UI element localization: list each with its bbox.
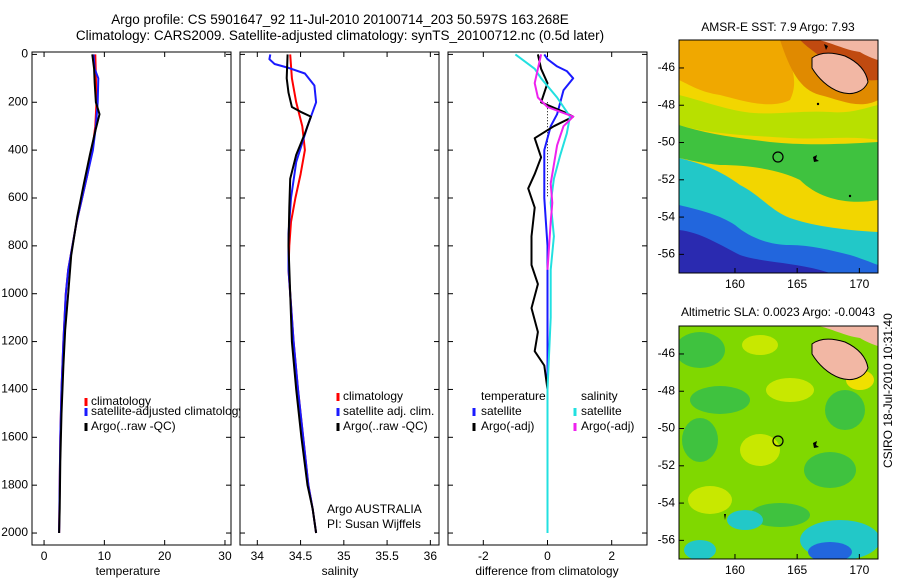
x-tick-label: 36	[424, 549, 438, 563]
map-y-tick-label: -56	[658, 533, 676, 547]
map-x-tick-label: 170	[849, 277, 869, 291]
sla-field	[679, 326, 878, 559]
x-tick-label: 20	[158, 549, 172, 563]
y-tick-label: 2000	[1, 525, 28, 539]
difference-axis-ticks: -2 0 2	[448, 52, 647, 563]
difference-legend: temperature salinity satellite Argo(-adj…	[472, 389, 634, 433]
legend-label-salinity-argo: Argo(-adj)	[581, 419, 634, 433]
y-tick-label: 1000	[1, 286, 28, 300]
map-x-tick-label: 160	[725, 277, 745, 291]
legend-label-climatology: climatology	[343, 389, 403, 403]
x-tick-label: 0	[544, 549, 551, 563]
float-owner-annotation: Argo AUSTRALIA	[327, 502, 422, 516]
salinity-legend: climatology satellite adj. clim. Argo(..…	[336, 389, 434, 433]
x-tick-label: 34	[251, 549, 265, 563]
difference-x-label: difference from climatology	[475, 564, 618, 578]
y-tick-label: 1400	[1, 382, 28, 396]
legend-header-salinity: salinity	[581, 389, 618, 403]
map-x-tick-label: 165	[787, 277, 807, 291]
x-tick-label: 34.5	[289, 549, 313, 563]
principal-investigator-annotation: PI: Susan Wijffels	[327, 517, 421, 531]
salinity-x-label: salinity	[322, 564, 359, 578]
x-tick-label: 30	[218, 549, 232, 563]
legend-label-temperature-argo: Argo(-adj)	[481, 419, 534, 433]
y-tick-label: 1600	[1, 429, 28, 443]
y-tick-label: 1200	[1, 334, 28, 348]
map-y-tick-label: -50	[658, 135, 676, 149]
x-tick-label: -2	[478, 549, 489, 563]
series-line-temperature-satellite	[543, 53, 575, 533]
argo-position-marker	[772, 151, 784, 163]
series-line-salinity-satellite	[514, 53, 571, 533]
argo-position-marker	[772, 435, 784, 447]
series-line-temperature-argo-adj	[527, 54, 575, 390]
salinity-axis-ticks: 34 34.5 35 35.5 36	[240, 52, 439, 563]
y-tick-label: 0	[21, 47, 28, 61]
salinity-profile-panel: 34 34.5 35 35.5 36 salinity climatology sate…	[239, 51, 440, 578]
x-tick-label: 35	[337, 549, 351, 563]
map-y-tick-label: -56	[658, 247, 676, 261]
sla-map-panel: Altimetric SLA: 0.0023 Argo: -0.0043	[658, 305, 879, 577]
map-y-tick-label: -52	[658, 458, 676, 472]
map-y-tick-label: -54	[658, 209, 676, 223]
generation-timestamp: CSIRO 18-Jul-2010 10:31:40	[881, 313, 895, 468]
legend-label-temperature-satellite: satellite	[481, 404, 522, 418]
series-line-argo-raw-qc	[58, 54, 101, 534]
map-y-tick-label: -52	[658, 172, 676, 186]
legend-label-salinity-satellite: satellite	[581, 404, 622, 418]
map-y-tick-label: -46	[658, 346, 676, 360]
map-x-tick-label: 160	[725, 563, 745, 577]
figure-title-line-1: Argo profile: CS 5901647_92 11-Jul-2010 …	[111, 12, 569, 27]
x-tick-label: 35.5	[375, 549, 399, 563]
y-tick-label: 1800	[1, 477, 28, 491]
map-x-tick-label: 165	[787, 563, 807, 577]
temperature-plot-frame	[31, 51, 232, 546]
legend-label-argo: Argo(..raw -QC)	[343, 419, 428, 433]
map-y-tick-label: -48	[658, 383, 676, 397]
legend-header-temperature: temperature	[481, 389, 546, 403]
y-tick-label: 400	[8, 142, 28, 156]
sla-map-axis-ticks: 160 165 170 -46 -48 -50 -52 -54 -56	[658, 346, 870, 577]
sst-field	[679, 40, 878, 273]
x-tick-label: 2	[608, 549, 615, 563]
legend-label-satellite-adjusted: satellite-adjusted climatology	[91, 404, 244, 418]
difference-series	[514, 53, 575, 533]
legend-label-argo: Argo(..raw -QC)	[91, 419, 176, 433]
y-tick-label: 600	[8, 190, 28, 204]
legend-label-satellite-adj: satellite adj. clim.	[343, 404, 434, 418]
map-x-tick-label: 170	[849, 563, 869, 577]
temperature-x-label: temperature	[96, 564, 161, 578]
x-tick-label: 10	[98, 549, 112, 563]
salinity-series	[268, 54, 318, 534]
sst-map-title: AMSR-E SST: 7.9 Argo: 7.93	[701, 20, 855, 34]
sst-map-panel: AMSR-E SST: 7.9 Argo: 7.93 160 165 170 -46 -…	[658, 20, 879, 291]
sla-map-title: Altimetric SLA: 0.0023 Argo: -0.0043	[681, 305, 875, 319]
map-y-tick-label: -46	[658, 60, 676, 74]
legend-label-climatology: climatology	[91, 394, 151, 408]
figure-title-line-2: Climatology: CARS2009. Satellite-adjuste…	[75, 28, 605, 43]
temperature-profile-panel: 0 10 20 30 0 200 400 600 800 1000 1200 1400 1600 1800…	[1, 47, 244, 578]
sst-map-frame	[678, 39, 879, 274]
difference-profile-panel: -2 0 2 difference from climatology tempera…	[447, 51, 648, 578]
temperature-legend: climatology satellite-adjusted climatolo…	[84, 394, 244, 433]
x-tick-label: 0	[41, 549, 48, 563]
map-y-tick-label: -54	[658, 495, 676, 509]
sst-map-axis-ticks: 160 165 170 -46 -48 -50 -52 -54 -56	[658, 60, 870, 291]
salinity-plot-frame	[239, 51, 440, 546]
sla-map-frame	[678, 325, 879, 560]
temperature-series	[58, 54, 101, 534]
map-y-tick-label: -48	[658, 97, 676, 111]
series-line-salinity-argo-adj	[533, 54, 575, 270]
series-line-argo-raw-qc	[285, 54, 318, 534]
map-y-tick-label: -50	[658, 421, 676, 435]
temperature-axis-ticks: 0 10 20 30 0 200 400 600 800 1000 1200 1400 1600 1800…	[1, 47, 232, 563]
y-tick-label: 800	[8, 238, 28, 252]
y-tick-label: 200	[8, 94, 28, 108]
